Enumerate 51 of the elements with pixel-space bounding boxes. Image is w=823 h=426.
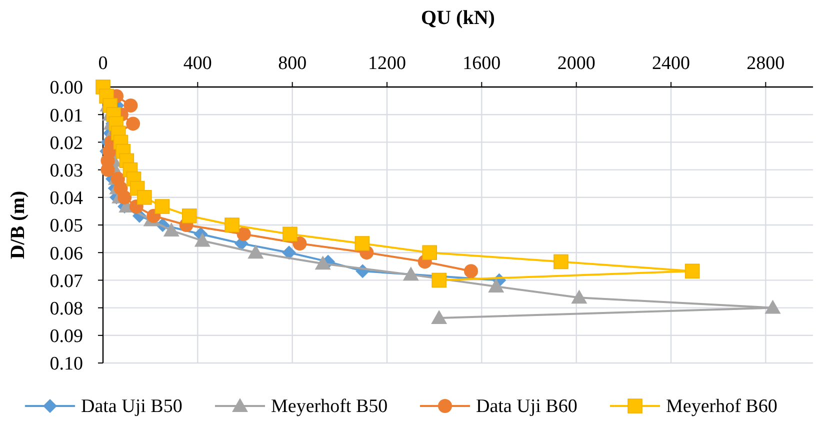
y-tick-label: 0.08 xyxy=(50,298,83,320)
x-tick-label: 800 xyxy=(278,53,307,74)
point xyxy=(554,254,568,270)
point xyxy=(431,310,448,324)
y-tick-label: 0.02 xyxy=(50,132,83,154)
y-tick-label: 0.09 xyxy=(50,326,83,348)
point xyxy=(163,222,180,237)
y-axis-title: D/B (m) xyxy=(7,190,29,260)
legend-label: Meyerhof B60 xyxy=(666,396,778,417)
x-tick-label: 1200 xyxy=(368,53,406,74)
point xyxy=(282,226,298,242)
x-tick-label: 2800 xyxy=(746,53,785,74)
point xyxy=(154,199,170,214)
point xyxy=(488,278,504,293)
x-axis-title: QU (kN) xyxy=(421,7,495,29)
point xyxy=(236,227,251,242)
legend-label: Data Uji B50 xyxy=(81,396,182,417)
x-tick-label: 400 xyxy=(183,53,212,74)
point xyxy=(571,290,588,304)
point xyxy=(194,232,210,247)
point xyxy=(764,300,781,314)
point xyxy=(124,98,138,112)
point xyxy=(354,236,370,251)
legend-label: Meyerhoft B50 xyxy=(271,396,388,417)
point xyxy=(224,218,240,232)
y-tick-label: 0.10 xyxy=(50,354,83,375)
point xyxy=(118,190,132,204)
point xyxy=(464,264,478,278)
y-tick-label: 0.01 xyxy=(50,105,83,126)
point xyxy=(126,116,140,131)
legend-label: Data Uji B60 xyxy=(476,396,578,417)
x-tick-label: 2000 xyxy=(557,53,596,74)
x-tick-label: 1600 xyxy=(462,53,501,74)
point xyxy=(282,246,296,260)
y-tick-label: 0.05 xyxy=(50,216,83,237)
point xyxy=(422,245,437,260)
x-tick-label: 0 xyxy=(98,53,108,74)
point xyxy=(402,266,419,281)
point xyxy=(248,244,264,259)
point xyxy=(137,190,152,205)
point xyxy=(314,256,331,270)
x-tick-label: 2400 xyxy=(652,53,690,74)
y-tick-label: 0.04 xyxy=(50,188,84,210)
y-tick-label: 0.06 xyxy=(50,243,83,264)
point xyxy=(182,208,197,224)
point xyxy=(684,264,700,278)
y-tick-label: 0.07 xyxy=(50,270,83,292)
y-tick-label: 0.03 xyxy=(50,160,83,182)
point xyxy=(292,236,307,250)
point xyxy=(432,272,446,288)
y-tick-label: 0.00 xyxy=(50,78,83,99)
